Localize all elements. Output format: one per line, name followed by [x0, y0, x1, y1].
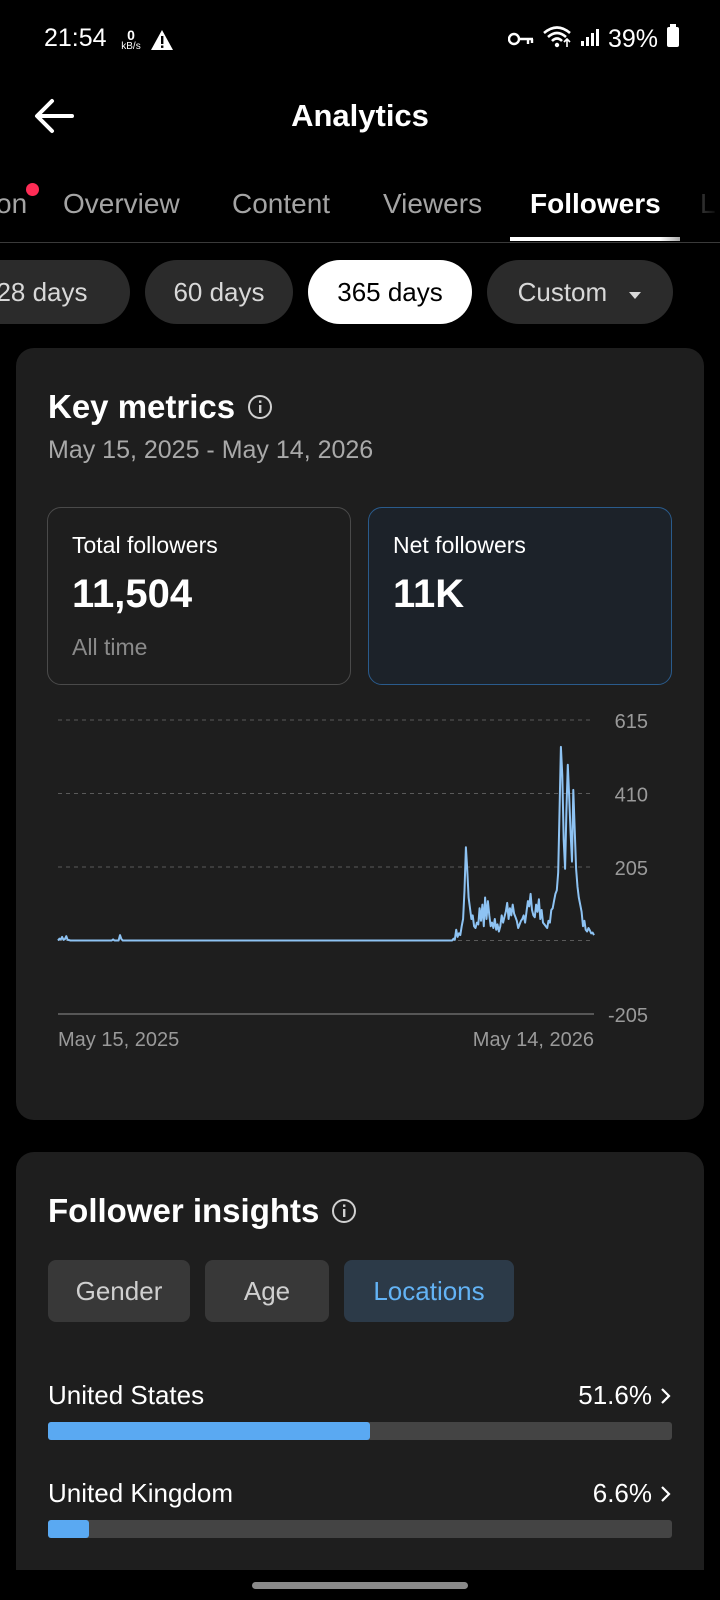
- location-bar-fill: [48, 1422, 370, 1440]
- line-chart: 615 410 205 -205 May 15, 2025 May 14, 2026: [57, 711, 648, 1051]
- page-title: Analytics: [291, 98, 429, 133]
- y-tick-label: 410: [615, 785, 648, 807]
- alert-triangle-icon: [150, 29, 174, 56]
- tab-viewers[interactable]: Viewers: [383, 188, 483, 219]
- net-followers-label: Net followers: [393, 532, 526, 558]
- location-bar-fill: [48, 1520, 90, 1538]
- network-speed-value: 0: [127, 27, 135, 43]
- info-icon[interactable]: [247, 394, 273, 420]
- network-speed: 0 kB/s: [119, 28, 143, 52]
- y-tick-label: 205: [615, 858, 648, 880]
- app-bar: Analytics: [0, 80, 720, 150]
- tab-followers[interactable]: Followers: [530, 188, 661, 219]
- location-bar: [48, 1520, 672, 1538]
- filter-gender[interactable]: Gender: [48, 1260, 190, 1322]
- location-percent-row: 6.6%: [593, 1478, 672, 1509]
- location-percent: 6.6%: [592, 1478, 652, 1508]
- net-followers-box[interactable]: Net followers 11K: [368, 507, 672, 685]
- active-tab-indicator: [510, 237, 680, 241]
- range-60-days[interactable]: 60 days: [145, 260, 293, 324]
- tab-inspiration[interactable]: on: [0, 188, 28, 219]
- y-tick-label: 615: [615, 711, 648, 733]
- total-followers-label: Total followers: [72, 532, 218, 558]
- y-tick-label: -205: [608, 1005, 648, 1027]
- status-bar: 21:54 0 kB/s 39%: [0, 0, 720, 80]
- filter-age[interactable]: Age: [205, 1260, 329, 1322]
- location-name: United States: [48, 1380, 205, 1410]
- wifi-icon: [542, 24, 572, 55]
- battery-percent: 39%: [607, 25, 658, 53]
- date-range-chips: 28 days 60 days 365 days Custom: [0, 260, 720, 324]
- follower-insights-title: Follower insights: [48, 1192, 320, 1229]
- total-followers-box[interactable]: Total followers 11,504 All time: [47, 507, 351, 685]
- follower-insights-card: Follower insights Gender Age Locations U…: [16, 1152, 704, 1582]
- x-tick-label-start: May 15, 2025: [58, 1029, 179, 1051]
- arrow-left-icon: [35, 99, 74, 133]
- battery-icon: [666, 24, 680, 55]
- total-followers-value: 11,504: [72, 572, 193, 616]
- location-bar: [48, 1422, 672, 1440]
- location-row-united-kingdom[interactable]: United Kingdom 6.6%: [48, 1478, 672, 1542]
- date-range-text: May 15, 2025 - May 14, 2026: [48, 436, 374, 464]
- location-percent-row: 51.6%: [578, 1380, 672, 1411]
- x-tick-label-end: May 14, 2026: [473, 1029, 594, 1051]
- network-speed-unit: kB/s: [121, 41, 141, 52]
- status-time: 21:54: [44, 24, 107, 52]
- tab-overview[interactable]: Overview: [63, 188, 180, 219]
- filter-locations[interactable]: Locations: [344, 1260, 514, 1322]
- analytics-tabs: on Overview Content Viewers Followers L: [0, 160, 720, 243]
- signal-icon: [580, 25, 600, 54]
- range-custom[interactable]: Custom: [487, 260, 673, 324]
- notification-dot: [26, 183, 39, 196]
- chevron-right-icon: [661, 1387, 671, 1404]
- info-icon[interactable]: [331, 1198, 357, 1224]
- key-metrics-title: Key metrics: [48, 388, 236, 425]
- location-row-united-states[interactable]: United States 51.6%: [48, 1380, 672, 1444]
- total-followers-sub: All time: [72, 634, 148, 660]
- net-followers-chart: 615 410 205 -205 May 15, 2025 May 14, 2026: [16, 702, 704, 1082]
- system-nav-bar: [0, 1570, 720, 1600]
- tab-fade: [660, 160, 720, 242]
- tab-content[interactable]: Content: [232, 188, 331, 219]
- home-gesture-handle[interactable]: [252, 1582, 468, 1589]
- net-followers-value: 11K: [393, 572, 465, 616]
- follower-insights-title-row: Follower insights: [48, 1192, 357, 1230]
- caret-down-icon: [629, 292, 642, 299]
- range-28-days[interactable]: 28 days: [0, 260, 130, 324]
- status-icons: 39%: [507, 24, 680, 55]
- location-percent: 51.6%: [578, 1380, 652, 1410]
- series-line: [57, 745, 595, 942]
- key-icon: [507, 25, 534, 54]
- back-button[interactable]: [30, 92, 78, 140]
- location-name: United Kingdom: [48, 1478, 233, 1508]
- key-metrics-title-row: Key metrics: [48, 388, 273, 426]
- range-custom-label: Custom: [517, 277, 608, 307]
- chevron-right-icon: [661, 1485, 671, 1502]
- key-metrics-card: Key metrics May 15, 2025 - May 14, 2026 …: [16, 348, 704, 1120]
- range-365-days[interactable]: 365 days: [308, 260, 472, 324]
